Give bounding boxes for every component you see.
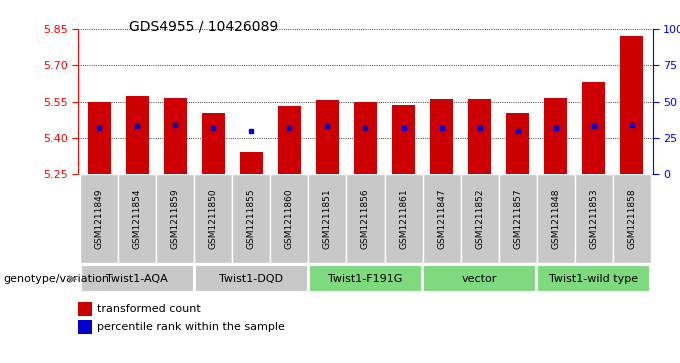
Text: Twist1-F191G: Twist1-F191G (328, 274, 403, 284)
Bar (422, 174, 460, 263)
Text: GSM1211847: GSM1211847 (437, 188, 446, 249)
Bar (460, 174, 498, 263)
Bar (164, 98, 186, 174)
Text: GSM1211860: GSM1211860 (285, 188, 294, 249)
Bar (316, 101, 339, 174)
Bar (430, 99, 453, 174)
Bar (271, 174, 309, 263)
Bar (537, 265, 650, 293)
Bar (498, 174, 537, 263)
Text: vector: vector (462, 274, 497, 284)
Bar (347, 174, 384, 263)
Text: GSM1211859: GSM1211859 (171, 188, 180, 249)
Text: GSM1211849: GSM1211849 (95, 188, 103, 249)
Bar (545, 98, 567, 174)
Bar (81, 265, 194, 293)
Bar (309, 265, 422, 293)
Bar (537, 174, 575, 263)
Text: Twist1-wild type: Twist1-wild type (549, 274, 639, 284)
Text: GSM1211858: GSM1211858 (628, 188, 636, 249)
Text: percentile rank within the sample: percentile rank within the sample (97, 322, 285, 332)
Bar (88, 102, 111, 174)
Bar (424, 265, 536, 293)
Bar (80, 174, 118, 263)
Bar (240, 152, 262, 174)
Text: ▶: ▶ (69, 274, 77, 284)
Text: GSM1211851: GSM1211851 (323, 188, 332, 249)
Bar (156, 174, 194, 263)
Text: GSM1211861: GSM1211861 (399, 188, 408, 249)
Bar (194, 174, 233, 263)
Bar (78, 302, 92, 316)
Bar (126, 95, 149, 174)
Text: GSM1211856: GSM1211856 (361, 188, 370, 249)
Bar (613, 174, 651, 263)
Bar (202, 113, 224, 174)
Bar (195, 265, 307, 293)
Bar (620, 36, 643, 174)
Text: GSM1211854: GSM1211854 (133, 188, 141, 249)
Bar (309, 174, 347, 263)
Bar (392, 105, 415, 174)
Text: transformed count: transformed count (97, 304, 201, 314)
Text: Twist1-AQA: Twist1-AQA (106, 274, 168, 284)
Text: GSM1211853: GSM1211853 (590, 188, 598, 249)
Bar (507, 113, 529, 174)
Text: Twist1-DQD: Twist1-DQD (220, 274, 284, 284)
Text: GSM1211852: GSM1211852 (475, 188, 484, 249)
Bar (384, 174, 422, 263)
Bar (118, 174, 156, 263)
Text: genotype/variation: genotype/variation (3, 274, 109, 284)
Text: GSM1211857: GSM1211857 (513, 188, 522, 249)
Text: GDS4955 / 10426089: GDS4955 / 10426089 (129, 20, 279, 34)
Bar (575, 174, 613, 263)
Bar (233, 174, 271, 263)
Bar (278, 106, 301, 174)
Bar (469, 99, 491, 174)
Text: GSM1211855: GSM1211855 (247, 188, 256, 249)
Text: GSM1211850: GSM1211850 (209, 188, 218, 249)
Bar (582, 82, 605, 174)
Bar (354, 102, 377, 174)
Text: GSM1211848: GSM1211848 (551, 188, 560, 249)
Bar (78, 320, 92, 334)
